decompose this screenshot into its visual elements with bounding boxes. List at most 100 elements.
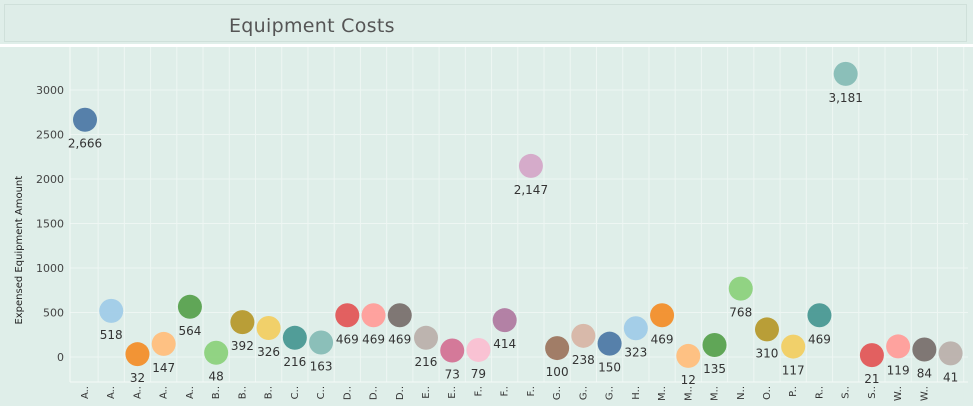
data-point[interactable] (73, 107, 97, 132)
data-point[interactable] (440, 338, 465, 363)
data-point[interactable] (650, 303, 675, 328)
data-point[interactable] (387, 303, 412, 328)
x-tick-label: S.. (841, 386, 852, 399)
data-label: 469 (362, 332, 385, 346)
data-point[interactable] (571, 323, 596, 348)
x-tick-label: F.. (500, 386, 511, 397)
data-label: 119 (887, 363, 910, 377)
data-point[interactable] (912, 337, 937, 362)
data-label: 32 (130, 371, 145, 385)
data-point[interactable] (492, 308, 517, 333)
x-tick-label: A.. (80, 386, 91, 399)
data-label: 238 (572, 353, 595, 367)
x-tick-label: E.. (421, 386, 432, 399)
y-tick-label: 0 (57, 351, 64, 364)
data-point[interactable] (99, 298, 124, 323)
data-point[interactable] (545, 336, 570, 361)
data-point[interactable] (230, 310, 255, 335)
x-tick-label: O.. (762, 386, 773, 400)
y-tick-label: 3000 (36, 84, 64, 97)
chart-title: Equipment Costs (229, 15, 395, 37)
data-label: 469 (388, 332, 411, 346)
data-label: 414 (493, 337, 516, 351)
data-label: 564 (178, 324, 201, 338)
x-tick-label: H.. (631, 386, 642, 400)
data-label: 216 (415, 355, 438, 369)
data-label: 147 (152, 361, 175, 375)
data-point[interactable] (335, 303, 360, 328)
data-point[interactable] (177, 294, 202, 319)
x-tick-label: P.. (788, 386, 799, 397)
data-point[interactable] (309, 330, 334, 355)
data-point[interactable] (597, 331, 622, 356)
data-label: 469 (651, 332, 674, 346)
scatter-chart: 0 500 1000 1500 2000 2500 3000 Expensed Equipme… (14, 47, 968, 401)
data-label: 326 (257, 345, 280, 359)
y-tick-label: 2500 (36, 129, 64, 142)
data-label: 392 (231, 339, 254, 353)
data-point[interactable] (518, 153, 543, 178)
x-tick-label: A.. (159, 386, 170, 399)
data-point[interactable] (807, 303, 832, 328)
x-tick-label: A.. (185, 386, 196, 399)
title-bar: Equipment Costs (4, 4, 967, 42)
data-point[interactable] (781, 334, 806, 359)
data-label: 100 (546, 365, 569, 379)
data-point[interactable] (413, 325, 438, 350)
x-tick-label: C.. (290, 386, 301, 399)
x-tick-label: M.. (683, 386, 694, 401)
data-label: 84 (917, 367, 932, 381)
data-point[interactable] (361, 303, 386, 328)
data-label: 73 (445, 368, 460, 382)
data-label: 135 (703, 362, 726, 376)
y-tick-label: 1500 (36, 218, 64, 231)
data-point[interactable] (702, 332, 727, 357)
x-tick-label: D.. (395, 386, 406, 400)
x-tick-label: N.. (736, 386, 747, 400)
data-point[interactable] (125, 342, 150, 367)
data-point[interactable] (938, 341, 963, 366)
data-label: 12 (681, 373, 696, 387)
data-label: 768 (729, 306, 752, 320)
x-tick-label: B.. (211, 386, 222, 399)
data-label: 41 (943, 370, 958, 384)
data-point[interactable] (754, 317, 779, 342)
data-point[interactable] (676, 343, 701, 368)
title-separator (0, 44, 973, 47)
x-tick-label: G.. (578, 386, 589, 400)
data-point[interactable] (886, 334, 911, 359)
y-tick-label: 1000 (36, 262, 64, 275)
y-tick-label: 500 (43, 307, 64, 320)
data-label: 469 (336, 332, 359, 346)
x-tick-label: G.. (605, 386, 616, 400)
data-point[interactable] (282, 325, 307, 350)
x-tick-label: F.. (473, 386, 484, 397)
data-label: 2,147 (514, 183, 548, 197)
x-tick-label: C.. (316, 386, 327, 399)
x-tick-label: D.. (342, 386, 353, 400)
data-label: 150 (598, 361, 621, 375)
x-tick-label: E.. (447, 386, 458, 399)
data-point[interactable] (623, 316, 648, 341)
x-tick-label: B.. (237, 386, 248, 399)
x-tick-label: B.. (264, 386, 275, 399)
x-tick-label: A.. (132, 386, 143, 399)
y-axis-title: Expensed Equipment Amount (14, 176, 25, 325)
x-tick-label: D.. (369, 386, 380, 400)
data-point[interactable] (859, 343, 884, 368)
data-label: 3,181 (828, 91, 862, 105)
data-label: 79 (471, 367, 486, 381)
x-tick-label: M.. (657, 386, 668, 401)
data-label: 2,666 (68, 137, 102, 151)
data-point[interactable] (833, 61, 858, 86)
data-point[interactable] (256, 315, 281, 340)
data-point[interactable] (466, 337, 491, 362)
data-label: 21 (864, 372, 879, 386)
x-tick-label: W.. (919, 386, 930, 401)
data-label: 216 (283, 355, 306, 369)
data-label: 469 (808, 332, 831, 346)
data-point[interactable] (204, 340, 229, 365)
data-point[interactable] (151, 331, 176, 356)
data-point[interactable] (728, 276, 753, 301)
